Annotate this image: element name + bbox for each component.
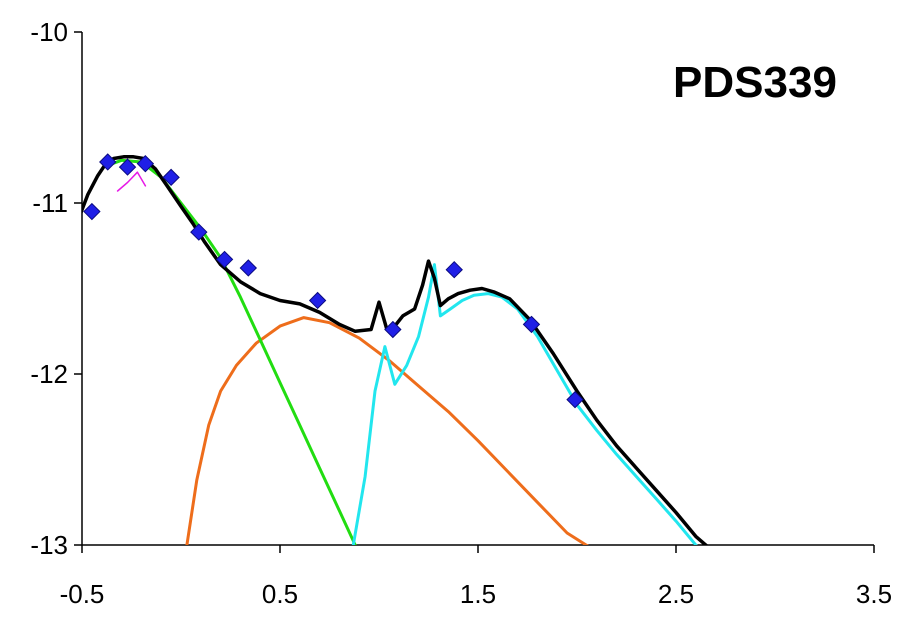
data-point	[83, 202, 101, 221]
data-point	[118, 158, 137, 176]
series-line-black	[82, 155, 709, 545]
y-tick-label: -10	[30, 17, 68, 47]
y-tick-label: -11	[32, 188, 68, 218]
series-line-magenta	[116, 171, 147, 192]
data-point	[522, 315, 541, 334]
series-line-orange	[185, 316, 589, 545]
points-layer	[83, 153, 584, 409]
x-tick-label: 2.5	[658, 579, 694, 609]
chart-title: PDS339	[673, 58, 837, 107]
y-tick-label: -13	[30, 530, 68, 560]
data-point	[445, 260, 463, 279]
data-point	[215, 250, 234, 269]
series-layer	[82, 155, 709, 545]
x-tick-label: -0.5	[60, 579, 105, 609]
x-tick-label: 3.5	[856, 579, 892, 609]
data-point	[136, 154, 155, 173]
data-point	[190, 223, 208, 241]
x-tick-label: 1.5	[460, 579, 496, 609]
data-point	[99, 153, 117, 171]
x-ticks: -0.5 0.5 1.5 2.5 3.5	[60, 545, 892, 609]
data-point	[239, 259, 258, 277]
y-tick-label: -12	[30, 359, 68, 389]
data-point	[162, 168, 180, 187]
data-point	[384, 320, 402, 339]
data-point	[308, 291, 327, 310]
y-ticks: -13 -12 -11 -10	[30, 17, 82, 560]
series-line-green	[106, 158, 357, 545]
series-line-cyan	[351, 263, 698, 545]
data-point	[566, 390, 584, 409]
x-tick-label: 0.5	[262, 579, 298, 609]
